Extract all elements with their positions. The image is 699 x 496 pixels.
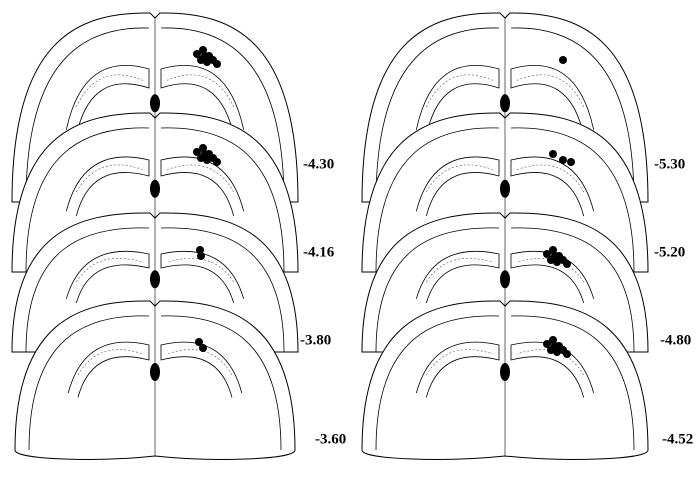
section-label: -5.20: [654, 244, 685, 260]
lesion-dot: [563, 350, 571, 358]
ventricle: [150, 270, 160, 289]
hippocampus: [160, 65, 245, 136]
ventricle: [500, 179, 510, 198]
lesion-dot: [213, 60, 221, 68]
hippocampus: [415, 250, 500, 304]
lesion-dot: [549, 150, 557, 158]
hippocampus: [65, 250, 150, 304]
lesion-dot: [559, 156, 567, 164]
hippocampus: [160, 341, 243, 398]
lesion-dot: [193, 50, 201, 58]
section-label: -4.30: [303, 156, 334, 172]
brain-section: [361, 300, 649, 460]
section-label: -4.16: [303, 244, 335, 260]
lesion-dot: [563, 260, 571, 268]
cortex-line: [28, 315, 282, 451]
lesion-dot: [197, 252, 205, 260]
hippocampus: [510, 341, 595, 398]
lesion-dot: [551, 252, 559, 260]
section-label: -5.30: [654, 156, 685, 172]
ventricle: [150, 94, 160, 113]
section-label: -3.80: [300, 332, 331, 348]
ventricle: [500, 94, 510, 113]
hippocampus: [510, 250, 595, 304]
hippocampus: [160, 250, 245, 304]
hippocampus-inner: [166, 349, 233, 376]
hippocampus-inner: [76, 74, 144, 108]
brain-sections: [11, 12, 649, 460]
cortex-line: [375, 27, 635, 203]
section-label: -3.60: [315, 431, 346, 447]
cortex-line: [375, 127, 635, 273]
lesion-dot: [201, 52, 209, 60]
hippocampus-inner: [516, 164, 584, 193]
ventricle: [150, 363, 160, 381]
lesion-dot: [193, 148, 201, 156]
lesion-dot: [196, 246, 204, 254]
ventricle: [500, 270, 510, 289]
cortex-line: [25, 127, 285, 273]
cortex-line: [375, 227, 635, 353]
lesion-dot: [551, 342, 559, 350]
cortex-line: [25, 27, 285, 203]
lesion-dot: [199, 344, 207, 352]
hippocampus-inner: [166, 74, 234, 108]
hippocampus-inner: [77, 349, 144, 376]
hippocampus: [510, 156, 595, 217]
lesion-dot: [567, 158, 575, 166]
hippocampus: [415, 341, 500, 398]
hippocampus: [67, 341, 150, 398]
cortex-line: [375, 315, 635, 451]
labels: -4.30 -4.16 -3.80 -3.60 -5.30 -5.20 -4.8…: [300, 156, 693, 447]
lesion-dot: [201, 150, 209, 158]
lesion-dot: [559, 56, 567, 64]
hippocampus-inner: [516, 74, 584, 108]
hippocampus: [510, 65, 595, 136]
lesion-dot: [543, 340, 551, 348]
cortex-line: [25, 227, 285, 353]
hippocampus: [415, 156, 500, 217]
hippocampus-inner: [426, 74, 494, 108]
section-label: -4.52: [662, 431, 693, 447]
hippocampus-inner: [426, 349, 494, 376]
ventricle: [150, 179, 160, 198]
section-label: -4.80: [660, 332, 691, 348]
ventricle: [500, 363, 510, 381]
lesion-dot: [195, 338, 203, 346]
brain-section: [14, 300, 296, 460]
hippocampus: [65, 65, 150, 136]
hippocampus-inner: [166, 164, 234, 193]
lesion-dot: [543, 250, 551, 258]
hippocampus: [65, 156, 150, 217]
hippocampus-inner: [76, 164, 144, 193]
hippocampus-inner: [426, 164, 494, 193]
hippocampus: [415, 65, 500, 136]
lesion-dot: [213, 158, 221, 166]
hippocampus: [160, 156, 245, 217]
